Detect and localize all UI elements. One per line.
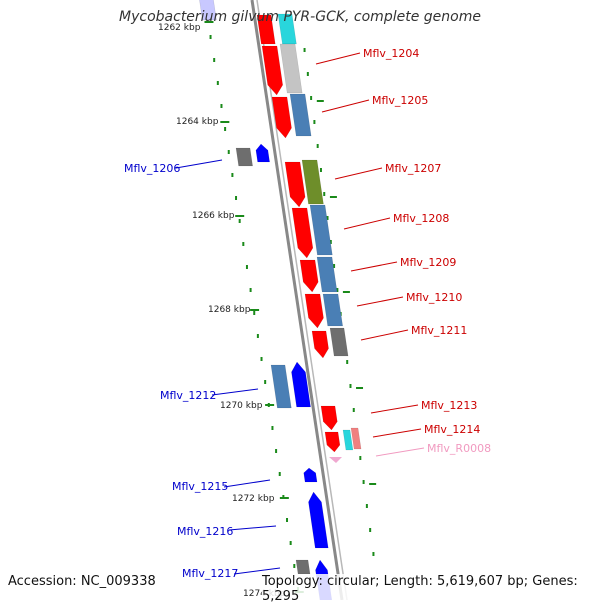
- gene-shape-mflv-1215: [303, 467, 318, 483]
- scale-label: 1270 kbp: [220, 401, 263, 411]
- label-leader-line: [356, 296, 404, 307]
- scale-label: 1262 kbp: [158, 23, 201, 33]
- gene-shape-mflv-1216: [308, 491, 329, 549]
- gene-shape-mflv-1217: [295, 559, 311, 575]
- gene-shape-mflv-r0008: [329, 457, 342, 463]
- label-leader-line: [175, 159, 223, 169]
- gene-shape-mflv-1208: [291, 207, 314, 259]
- scale-label: 1268 kbp: [208, 305, 251, 315]
- topology-text: Topology: circular; Length: 5,619,607 bp…: [262, 574, 600, 604]
- gene-shape-mflv-1214-cog2: [350, 427, 362, 450]
- gene-shape-mflv-1204-cog: [279, 43, 303, 94]
- gene-label: Mflv_1211: [411, 324, 467, 337]
- gene-shape-mflv-1207: [284, 161, 306, 208]
- backbone-line-outer: [250, 0, 344, 600]
- gene-label: Mflv_1217: [182, 567, 238, 580]
- gene-label: Mflv_1208: [393, 212, 449, 225]
- gene-labels: Mflv_1204 Mflv_1205 Mflv_1206 Mflv_1207 Mflv…: [124, 47, 491, 580]
- gene-shape-mflv-1212-b: [291, 361, 311, 408]
- gene-label: Mflv_R0008: [427, 442, 491, 455]
- label-leader-line: [343, 217, 391, 230]
- gene-label: Mflv_1209: [400, 256, 456, 269]
- label-leaders: [175, 52, 425, 575]
- gene-label: Mflv_1207: [385, 162, 441, 175]
- accession-text: Accession: NC_009338: [8, 574, 156, 589]
- gene-shape-mflv-1205: [271, 96, 292, 139]
- gene-label: Mflv_1215: [172, 480, 228, 493]
- label-leader-line: [360, 329, 409, 341]
- label-leader-line: [350, 261, 398, 272]
- gene-shape-partial: [256, 14, 276, 45]
- genome-backbone: [250, 0, 348, 600]
- label-leader-line: [211, 388, 259, 396]
- label-leader-line: [375, 447, 425, 457]
- scale-label: 1266 kbp: [192, 211, 235, 221]
- gene-shape-mflv-1212: [270, 364, 292, 409]
- gene-shape-mflv-1210-cog: [322, 293, 343, 327]
- gene-label: Mflv_1214: [424, 423, 480, 436]
- gene-label: Mflv_1213: [421, 399, 477, 412]
- label-leader-line: [223, 479, 271, 488]
- gene-shape-mflv-1210: [304, 293, 324, 329]
- scale-labels: 1262 kbp 1264 kbp 1266 kbp 1268 kbp 1270 kbp…: [158, 23, 286, 599]
- gene-shape-mflv-1214: [324, 431, 341, 453]
- gene-label: Mflv_1204: [363, 47, 419, 60]
- gene-shape-mflv-1204: [261, 45, 283, 96]
- label-leader-line: [321, 99, 370, 113]
- gene-shape-mflv-1206-b: [255, 143, 270, 163]
- label-leader-line: [228, 525, 277, 531]
- label-leader-line: [233, 567, 281, 575]
- scale-label: 1272 kbp: [232, 494, 275, 504]
- gene-shape-mflv-1208-cog: [309, 204, 333, 256]
- gene-shape-partial: [199, 0, 217, 21]
- gene-shape-mflv-1213: [320, 405, 338, 431]
- gene-label: Mflv_1206: [124, 162, 180, 175]
- label-leader-line: [334, 167, 383, 180]
- gene-shape-mflv-1214-cog: [342, 429, 354, 451]
- gene-label: Mflv_1210: [406, 291, 462, 304]
- gene-shape-mflv-1211-cog: [329, 327, 349, 357]
- gene-shape-partial: [277, 13, 297, 45]
- gene-label: Mflv_1212: [160, 389, 216, 402]
- gene-shape-mflv-1205-cog: [289, 93, 312, 137]
- label-leader-line: [315, 52, 361, 65]
- gene-label: Mflv_1216: [177, 525, 233, 538]
- gene-shape-mflv-1209: [299, 259, 319, 293]
- gene-shape-mflv-1209-cog: [316, 256, 338, 293]
- gene-label: Mflv_1205: [372, 94, 428, 107]
- backbone-line-inner: [256, 0, 348, 600]
- scale-label: 1264 kbp: [176, 117, 219, 127]
- gene-shape-mflv-1206: [235, 147, 253, 167]
- gene-features: [199, 0, 362, 600]
- label-leader-line: [370, 404, 419, 414]
- label-leader-line: [372, 428, 422, 438]
- gene-shape-mflv-1207-cog: [301, 159, 324, 205]
- gene-shape-mflv-1211: [311, 330, 329, 359]
- map-title: Mycobacterium gilvum PYR-GCK, complete g…: [119, 9, 481, 25]
